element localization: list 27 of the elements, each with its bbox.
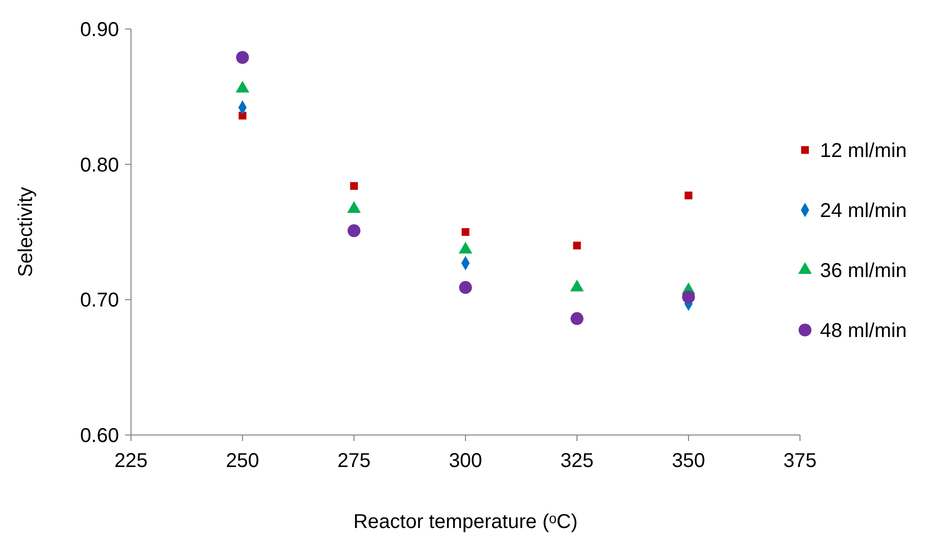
legend-label: 24 ml/min	[820, 200, 907, 222]
point	[462, 228, 470, 236]
x-tick-label: 250	[226, 450, 260, 472]
point	[573, 242, 581, 250]
y-tick-label: 0.90	[80, 19, 119, 41]
x-tick-label: 300	[448, 450, 482, 472]
x-tick-label: 275	[337, 450, 371, 472]
legend-label: 48 ml/min	[820, 320, 907, 342]
point	[348, 224, 360, 238]
point	[350, 182, 358, 190]
legend-label: 36 ml/min	[820, 260, 907, 282]
point	[459, 281, 472, 294]
point	[684, 192, 692, 200]
x-tick-label: 375	[783, 450, 817, 472]
point	[682, 290, 695, 304]
legend-label: 12 ml/min	[820, 140, 907, 162]
y-tick-label: 0.80	[80, 154, 119, 176]
point	[570, 312, 584, 326]
point	[236, 51, 249, 64]
x-tick-label: 225	[114, 450, 148, 472]
x-tick-label: 350	[672, 450, 706, 472]
x-axis-title: Reactor temperature (ᵒC)	[353, 511, 578, 533]
point	[238, 112, 246, 120]
y-tick-label: 0.70	[80, 290, 119, 312]
y-tick-label: 0.60	[80, 425, 119, 447]
x-tick-label: 325	[560, 450, 594, 472]
y-axis-title: Selectivity	[15, 186, 37, 278]
